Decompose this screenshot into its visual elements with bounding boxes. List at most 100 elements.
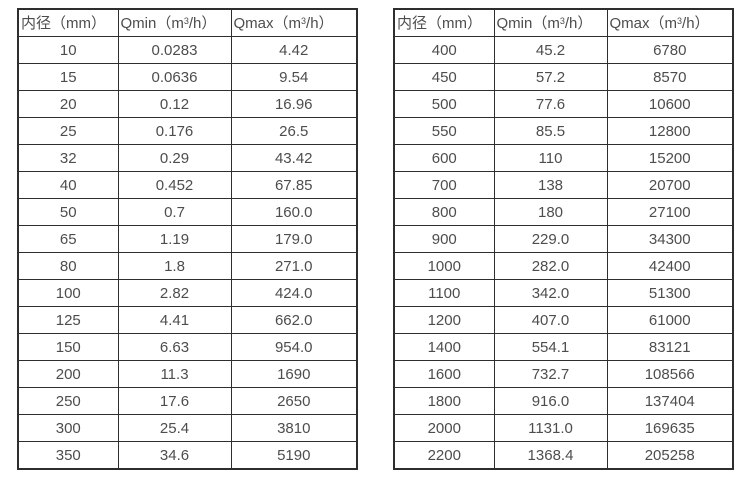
table-cell: 3810 [230,414,358,442]
flow-rate-table-small-diameters: 内径（mm） Qmin（m3/h） Qmax（m3/h） 10 0.0283 4.42 1… [17,8,358,470]
table-cell: 205258 [606,441,734,470]
table-row: 1400 554.1 83121 [393,333,734,361]
table-cell: 110 [493,144,608,172]
table-cell: 42400 [606,252,734,280]
table-cell: 5190 [230,441,358,470]
table-cell: 200 [17,360,119,388]
table-cell: 26.5 [230,117,358,145]
table-cell: 65 [17,225,119,253]
table-cell: 700 [393,171,495,199]
table-cell: 25 [17,117,119,145]
column-header: Qmin（m3/h） [493,8,608,37]
table-header: 内径（mm） Qmin（m3/h） Qmax（m3/h） [393,8,734,37]
table-cell: 6.63 [117,333,232,361]
table-row: 1100 342.0 51300 [393,279,734,307]
table-cell: 1800 [393,387,495,415]
table-cell: 83121 [606,333,734,361]
table-cell: 400 [393,36,495,64]
table-cell: 600 [393,144,495,172]
table-cell: 342.0 [493,279,608,307]
table-row: 1000 282.0 42400 [393,252,734,280]
table-row: 25 0.176 26.5 [17,117,358,145]
table-cell: 8570 [606,63,734,91]
column-header: Qmin（m3/h） [117,8,232,37]
table-cell: 9.54 [230,63,358,91]
table-cell: 12800 [606,117,734,145]
table-cell: 229.0 [493,225,608,253]
table-row: 2000 1131.0 169635 [393,414,734,442]
table-row: 500 77.6 10600 [393,90,734,118]
table-cell: 4.41 [117,306,232,334]
table-row: 200 11.3 1690 [17,360,358,388]
flow-rate-table-large-diameters: 内径（mm） Qmin（m3/h） Qmax（m3/h） 400 45.2 6780 45… [393,8,734,470]
table-cell: 51300 [606,279,734,307]
table-row: 250 17.6 2650 [17,387,358,415]
table-cell: 800 [393,198,495,226]
table-cell: 85.5 [493,117,608,145]
table-cell: 0.0636 [117,63,232,91]
table-cell: 250 [17,387,119,415]
table-row: 20 0.12 16.96 [17,90,358,118]
table-cell: 67.85 [230,171,358,199]
table-row: 350 34.6 5190 [17,441,358,470]
table-cell: 1131.0 [493,414,608,442]
table-row: 700 138 20700 [393,171,734,199]
table-header: 内径（mm） Qmin（m3/h） Qmax（m3/h） [17,8,358,37]
table-cell: 662.0 [230,306,358,334]
table-row: 150 6.63 954.0 [17,333,358,361]
table-cell: 179.0 [230,225,358,253]
table-cell: 150 [17,333,119,361]
table-cell: 17.6 [117,387,232,415]
table-cell: 0.7 [117,198,232,226]
table-cell: 180 [493,198,608,226]
table-cell: 11.3 [117,360,232,388]
table-cell: 450 [393,63,495,91]
table-cell: 954.0 [230,333,358,361]
table-cell: 45.2 [493,36,608,64]
table-row: 15 0.0636 9.54 [17,63,358,91]
table-cell: 900 [393,225,495,253]
table-body: 400 45.2 6780 450 57.2 8570 500 77.6 10600 550 85.… [393,36,734,470]
table-cell: 1.19 [117,225,232,253]
table-row: 400 45.2 6780 [393,36,734,64]
table-cell: 1100 [393,279,495,307]
table-cell: 0.29 [117,144,232,172]
table-cell: 0.12 [117,90,232,118]
table-row: 1600 732.7 108566 [393,360,734,388]
table-cell: 40 [17,171,119,199]
table-cell: 916.0 [493,387,608,415]
table-cell: 20700 [606,171,734,199]
table-cell: 77.6 [493,90,608,118]
table-cell: 1200 [393,306,495,334]
table-cell: 1.8 [117,252,232,280]
table-cell: 160.0 [230,198,358,226]
flow-tables-container: 内径（mm） Qmin（m3/h） Qmax（m3/h） 10 0.0283 4.42 1… [17,8,734,470]
table-cell: 500 [393,90,495,118]
table-cell: 1368.4 [493,441,608,470]
table-cell: 80 [17,252,119,280]
table-cell: 125 [17,306,119,334]
table-cell: 57.2 [493,63,608,91]
table-cell: 16.96 [230,90,358,118]
table-cell: 6780 [606,36,734,64]
table-cell: 2200 [393,441,495,470]
table-row: 50 0.7 160.0 [17,198,358,226]
table-cell: 1690 [230,360,358,388]
table-cell: 25.4 [117,414,232,442]
table-cell: 20 [17,90,119,118]
table-cell: 271.0 [230,252,358,280]
table-row: 450 57.2 8570 [393,63,734,91]
table-cell: 2.82 [117,279,232,307]
table-cell: 137404 [606,387,734,415]
table-cell: 1600 [393,360,495,388]
column-header: 内径（mm） [17,8,119,37]
table-row: 10 0.0283 4.42 [17,36,358,64]
table-row: 550 85.5 12800 [393,117,734,145]
table-cell: 27100 [606,198,734,226]
table-cell: 15 [17,63,119,91]
column-header: Qmax（m3/h） [606,8,734,37]
table-cell: 61000 [606,306,734,334]
header-row: 内径（mm） Qmin（m3/h） Qmax（m3/h） [393,8,734,37]
table-cell: 108566 [606,360,734,388]
table-row: 1200 407.0 61000 [393,306,734,334]
